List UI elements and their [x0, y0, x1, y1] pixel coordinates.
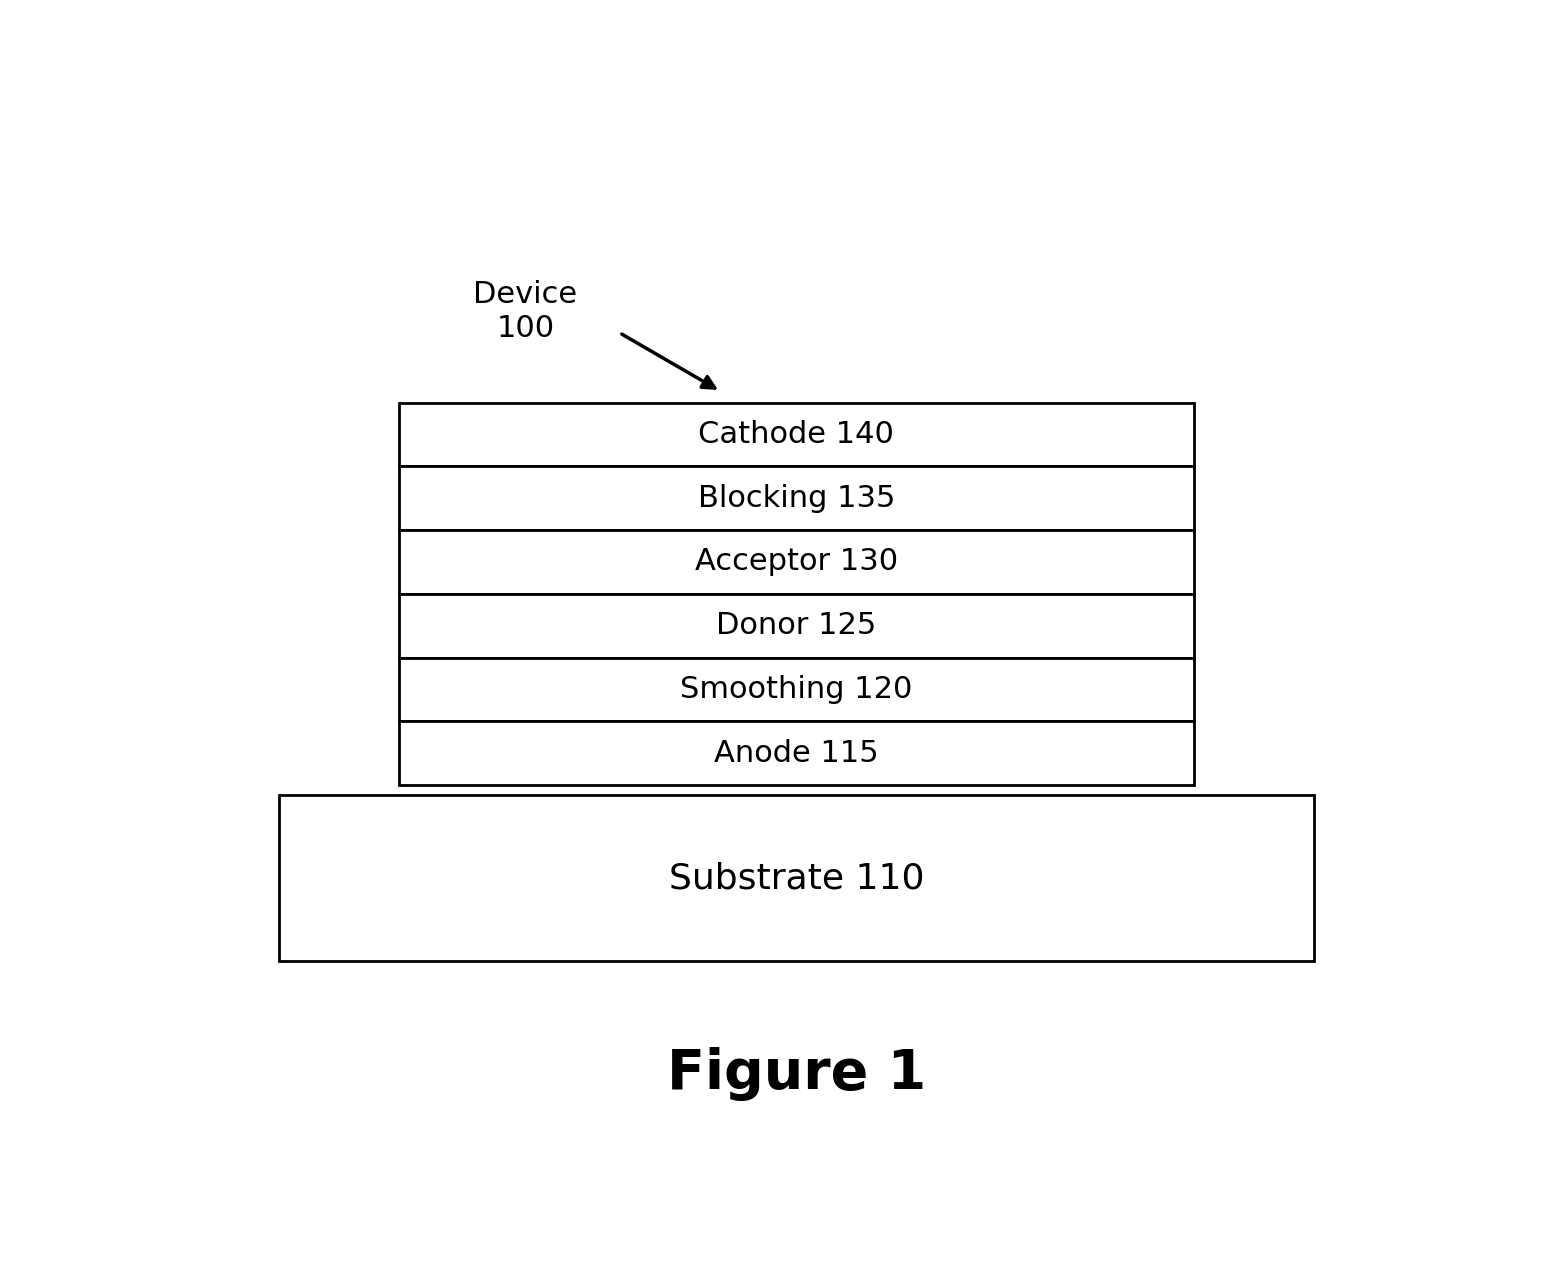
Text: Figure 1: Figure 1 [667, 1048, 926, 1101]
Text: Cathode 140: Cathode 140 [698, 420, 895, 449]
Text: Device
100: Device 100 [474, 280, 578, 342]
Bar [399, 722, 1193, 785]
Text: Blocking 135: Blocking 135 [698, 484, 895, 513]
Text: Smoothing 120: Smoothing 120 [681, 675, 912, 704]
Bar [399, 402, 1193, 466]
Bar [399, 466, 1193, 530]
Text: Anode 115: Anode 115 [715, 738, 878, 768]
Text: Substrate 110: Substrate 110 [668, 861, 925, 895]
Bar [399, 593, 1193, 658]
Bar [399, 530, 1193, 593]
Text: Acceptor 130: Acceptor 130 [695, 547, 898, 577]
Bar [399, 658, 1193, 722]
Bar [278, 794, 1315, 961]
Text: Donor 125: Donor 125 [716, 611, 876, 640]
